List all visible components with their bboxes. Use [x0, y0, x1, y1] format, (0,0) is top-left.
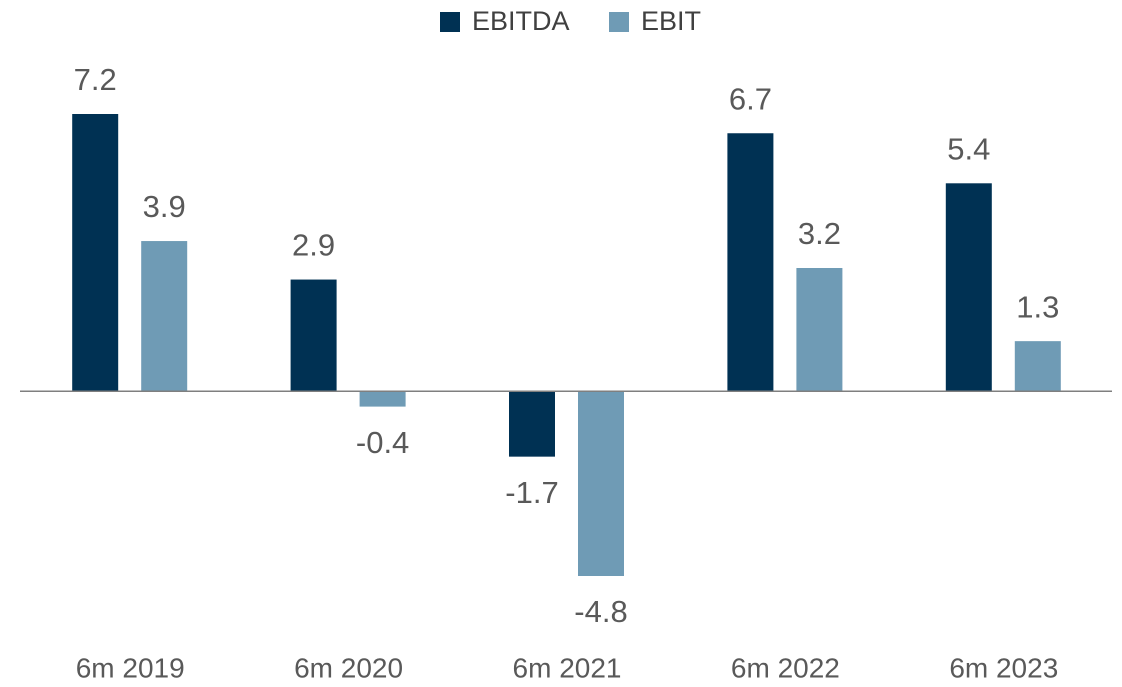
bar: [359, 391, 406, 407]
data-label: -0.4: [356, 425, 409, 460]
data-label: 1.3: [1016, 289, 1059, 324]
data-label: -1.7: [505, 475, 558, 510]
bar: [1014, 341, 1061, 392]
x-tick-label: 6m 2021: [513, 652, 622, 683]
data-label: -4.8: [574, 594, 627, 629]
x-tick-label: 6m 2023: [949, 652, 1058, 683]
bar: [290, 279, 337, 392]
bar: [796, 268, 843, 392]
data-label: 7.2: [74, 62, 117, 97]
bar: [727, 133, 774, 392]
legend-swatch: [609, 12, 629, 32]
bar: [578, 391, 624, 576]
bar: [509, 391, 555, 457]
x-tick-label: 6m 2022: [731, 652, 840, 683]
legend-label: EBIT: [641, 6, 701, 36]
data-label: 3.2: [798, 216, 841, 251]
data-label: 3.9: [143, 189, 186, 224]
bar: [945, 183, 992, 392]
bar: [72, 114, 119, 392]
x-tick-label: 6m 2019: [76, 652, 185, 683]
legend-swatch: [440, 12, 460, 32]
data-label: 5.4: [947, 131, 990, 166]
bar: [141, 241, 188, 392]
legend-label: EBITDA: [472, 6, 570, 36]
data-label: 6.7: [729, 81, 772, 116]
x-tick-label: 6m 2020: [294, 652, 403, 683]
data-label: 2.9: [292, 228, 335, 263]
